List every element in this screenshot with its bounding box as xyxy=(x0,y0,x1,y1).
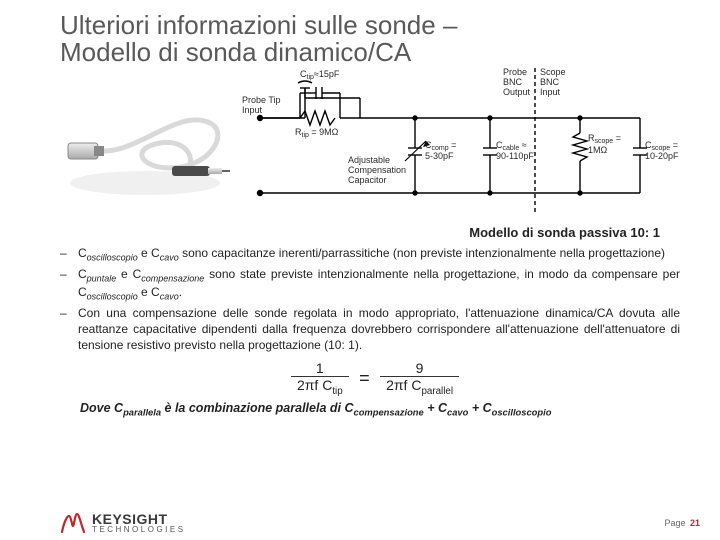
footer: KEYSIGHT TECHNOLOGIES Page 21 xyxy=(60,512,700,534)
svg-text:BNC: BNC xyxy=(503,77,523,87)
svg-text:Input: Input xyxy=(540,87,561,97)
svg-text:Compensation: Compensation xyxy=(348,165,406,175)
bullet-1: Coscilloscopio e Ccavo sono capacitanze … xyxy=(60,246,680,264)
title-line1: Ulteriori informazioni sulle sonde – xyxy=(60,10,457,40)
bullet-2: Cpuntale e Ccompensazione sono state pre… xyxy=(60,267,680,304)
lbl-ctip: Ctip≈15pF xyxy=(300,69,340,81)
figure-row: Probe Tip Input Ctip≈15pF Rtip = 9MΩ Adj… xyxy=(60,63,690,223)
lbl-probe-tip: Probe Tip xyxy=(242,95,281,105)
brand-logo: KEYSIGHT TECHNOLOGIES xyxy=(60,512,186,534)
dove-line: Dove Cparallela è la combinazione parall… xyxy=(80,401,690,418)
bullet-3: Con una compensazione delle sonde regola… xyxy=(60,306,680,353)
equation: 1 2πf Ctip = 9 2πf Cparallel xyxy=(60,360,690,397)
page-number: Page 21 xyxy=(664,518,700,528)
svg-text:Capacitor: Capacitor xyxy=(348,175,387,185)
brand-line2: TECHNOLOGIES xyxy=(92,526,186,534)
eq-rhs-den: 2πf Cparallel xyxy=(380,377,459,397)
svg-text:Output: Output xyxy=(503,87,531,97)
probe-photo xyxy=(60,88,230,198)
keysight-icon xyxy=(60,512,86,534)
lbl-rscope: Rscope = xyxy=(588,133,621,145)
lbl-adj1: Adjustable xyxy=(348,155,390,165)
svg-text:10-20pF: 10-20pF xyxy=(645,151,679,161)
svg-text:Input: Input xyxy=(242,105,263,115)
eq-equals: = xyxy=(359,368,370,388)
svg-text:5-30pF: 5-30pF xyxy=(425,151,454,161)
brand-text: KEYSIGHT TECHNOLOGIES xyxy=(92,513,186,534)
svg-text:BNC: BNC xyxy=(540,77,560,87)
bullet-list: Coscilloscopio e Ccavo sono capacitanze … xyxy=(60,246,680,354)
slide-title: Ulteriori informazioni sulle sonde – Mod… xyxy=(60,12,690,67)
eq-rhs-num: 9 xyxy=(380,360,459,377)
svg-text:1MΩ: 1MΩ xyxy=(588,145,608,155)
brand-line1: KEYSIGHT xyxy=(92,513,186,526)
eq-lhs-num: 1 xyxy=(291,360,349,377)
eq-lhs-den: 2πf Ctip xyxy=(291,377,349,397)
lbl-scope-bnc: Scope xyxy=(540,67,566,77)
schematic-diagram: Probe Tip Input Ctip≈15pF Rtip = 9MΩ Adj… xyxy=(240,63,690,223)
lbl-probe-bnc: Probe xyxy=(503,67,527,77)
svg-text:90-110pF: 90-110pF xyxy=(496,151,534,161)
lbl-rtip: Rtip = 9MΩ xyxy=(295,127,339,139)
